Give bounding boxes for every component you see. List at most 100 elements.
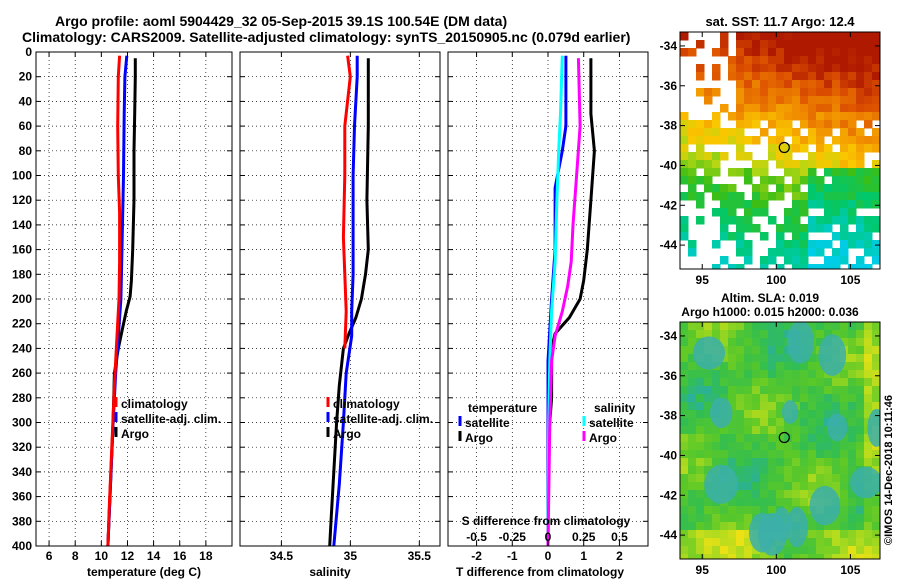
map-cell <box>728 458 737 467</box>
map-cell <box>832 80 841 89</box>
map-cell <box>824 546 833 555</box>
map-cell <box>840 506 849 515</box>
map-cell <box>872 80 880 89</box>
map-cell <box>688 378 697 387</box>
map-cell <box>832 394 841 403</box>
map-cell <box>704 184 713 193</box>
map-cell <box>792 160 801 169</box>
map-cell <box>856 354 865 363</box>
map-cell <box>744 538 753 547</box>
map-cell <box>824 240 833 249</box>
map-cell <box>792 386 801 395</box>
map-cell <box>736 434 745 443</box>
map-cell <box>856 506 865 515</box>
series-line-climatology <box>106 55 122 546</box>
map-cell <box>728 522 737 531</box>
map-cell <box>736 450 745 459</box>
map-cell <box>832 546 841 555</box>
map-y-tick-label: -42 <box>660 488 678 502</box>
map-cell <box>712 112 721 121</box>
map-cell <box>808 112 817 121</box>
map-cell <box>840 112 849 121</box>
map-cell <box>840 32 849 41</box>
map-cell <box>872 394 880 403</box>
map-cell <box>696 450 705 459</box>
map-cell <box>864 554 873 559</box>
map-cell <box>864 104 873 113</box>
map-cell <box>776 362 785 371</box>
legend-label: satellite-adj. clim. <box>333 412 433 426</box>
map-cell <box>800 120 809 129</box>
map-cell <box>760 128 769 137</box>
map-cell <box>840 378 849 387</box>
map-cell <box>768 346 777 355</box>
map-cell <box>848 208 857 217</box>
map-cell <box>704 554 713 559</box>
map-cell <box>776 232 785 241</box>
map-cell <box>688 530 697 539</box>
map-cell <box>840 104 849 113</box>
map-cell <box>688 120 697 129</box>
map-cell <box>752 200 761 209</box>
map-cell <box>712 386 721 395</box>
map-cell <box>768 458 777 467</box>
map-cell <box>784 96 793 105</box>
x-axis-label: salinity <box>309 565 351 579</box>
y-tick-label: 80 <box>19 144 33 158</box>
map-cell <box>840 56 849 65</box>
map-cell <box>816 184 825 193</box>
map-cell <box>784 546 793 555</box>
map-cell <box>784 458 793 467</box>
map-cell <box>800 192 809 201</box>
map-cell <box>800 40 809 49</box>
map-cell <box>760 160 769 169</box>
map-cell <box>768 362 777 371</box>
map-cell <box>704 136 713 145</box>
map-cell <box>856 56 865 65</box>
map-cell <box>832 522 841 531</box>
map-cell <box>768 498 777 507</box>
map-cell <box>832 64 841 73</box>
map-cell <box>808 466 817 475</box>
map-cell <box>776 394 785 403</box>
map-cell <box>832 402 841 411</box>
map-cell <box>688 538 697 547</box>
legend-label: satellite <box>589 416 634 430</box>
map-cell <box>712 168 721 177</box>
map-cell <box>856 450 865 459</box>
map-cell <box>816 322 825 331</box>
map-cell <box>784 208 793 217</box>
map-cell <box>800 48 809 57</box>
map-cell <box>864 72 873 81</box>
map-cell <box>824 88 833 97</box>
map-cell <box>864 120 873 129</box>
map-cell <box>776 466 785 475</box>
map-cell <box>808 514 817 523</box>
map-cell <box>840 410 849 419</box>
map-cell <box>696 538 705 547</box>
map-cell <box>680 450 689 459</box>
map-cell <box>832 96 841 105</box>
map-cell <box>840 458 849 467</box>
map-cell <box>696 136 705 145</box>
map-cell <box>816 538 825 547</box>
map-cell <box>816 426 825 435</box>
map-cell <box>744 554 753 559</box>
map-cell <box>856 80 865 89</box>
map-cell <box>840 48 849 57</box>
y-tick-label: 380 <box>12 514 32 528</box>
map-cell <box>768 256 777 265</box>
map-cell <box>864 354 873 363</box>
map-cell <box>840 120 849 129</box>
map-cell <box>760 378 769 387</box>
map-cell <box>760 256 769 265</box>
map-cell <box>784 120 793 129</box>
map-cell <box>760 506 769 515</box>
map-cell <box>824 64 833 73</box>
map-cell <box>728 346 737 355</box>
map-cell <box>840 490 849 499</box>
map-cell <box>856 426 865 435</box>
map-cell <box>728 434 737 443</box>
map-cell <box>848 490 857 499</box>
map-cell <box>872 402 880 411</box>
